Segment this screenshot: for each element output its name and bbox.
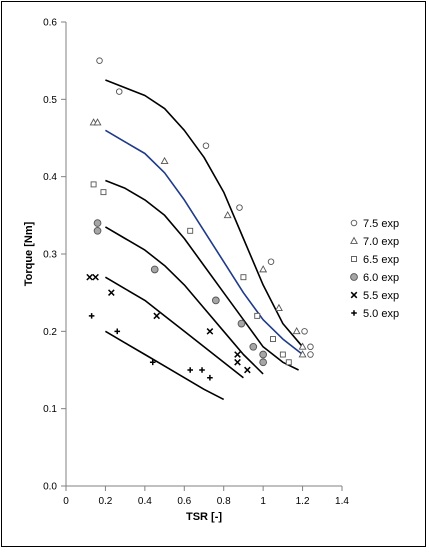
- data-point-series-0: [301, 328, 308, 335]
- data-point-series-1: [160, 156, 169, 165]
- x-tick-label: 0.2: [98, 496, 112, 507]
- model-curve-1: [104, 129, 304, 356]
- legend-label-1: 7.0 exp: [363, 236, 399, 248]
- data-point-series-1: [223, 211, 232, 219]
- data-point-series-3: [211, 296, 220, 305]
- model-curve-0: [105, 79, 304, 348]
- data-point-series-4: [92, 273, 99, 281]
- x-tick-label: 1.2: [296, 496, 310, 507]
- y-tick-label: 0.1: [43, 404, 57, 415]
- model-curve-2: [105, 179, 299, 371]
- legend-marker-2: [351, 256, 357, 262]
- legend-label-5: 5.0 exp: [363, 308, 399, 320]
- data-point-series-2: [240, 274, 247, 281]
- x-tick-label: 0: [63, 496, 69, 507]
- model-curve-3: [104, 226, 264, 375]
- data-point-series-5: [207, 374, 213, 381]
- data-point-series-0: [115, 88, 123, 95]
- torque-chart: 0 0.2 0.4 0.6 0.8 1 1.2 1.4 0.0 0.1 0.2 0.3 0.4 0.5 0.…: [23, 18, 399, 524]
- data-point-series-4: [108, 289, 115, 296]
- data-point-series-1: [93, 118, 102, 126]
- x-tick-label: 0.4: [138, 496, 152, 507]
- data-point-series-2: [285, 359, 292, 366]
- y-tick-label: 0.4: [43, 172, 57, 183]
- data-point-series-0: [267, 258, 275, 265]
- y-tick-label: 0.0: [43, 482, 57, 493]
- y-tick-label: 0.5: [43, 95, 57, 106]
- legend-label-4: 5.5 exp: [363, 290, 399, 302]
- data-point-series-5: [114, 328, 121, 335]
- data-point-series-3: [150, 265, 159, 274]
- data-point-series-1: [274, 303, 283, 311]
- data-point-series-5: [88, 313, 95, 319]
- data-point-series-4: [234, 351, 241, 358]
- x-tick-label: 1.4: [335, 496, 349, 507]
- data-point-series-4: [153, 312, 161, 320]
- data-point-series-2: [270, 336, 276, 343]
- data-point-series-2: [187, 227, 194, 234]
- x-axis-label: TSR [-]: [186, 511, 222, 523]
- data-point-series-3: [237, 319, 246, 328]
- data-point-series-1: [298, 342, 307, 350]
- legend-label-0: 7.5 exp: [363, 218, 399, 230]
- legend-marker-4: [350, 291, 358, 299]
- data-point-series-5: [187, 367, 193, 373]
- x-tick-label: 0.6: [177, 496, 191, 507]
- data-point-series-3: [259, 350, 267, 359]
- x-tick-label: 0.8: [217, 496, 231, 507]
- legend-marker-5: [351, 310, 357, 316]
- data-point-series-4: [86, 273, 93, 281]
- legend-label-3: 6.0 exp: [363, 272, 399, 284]
- data-point-series-0: [236, 204, 243, 211]
- legend-marker-1: [350, 236, 358, 244]
- data-point-series-5: [199, 367, 205, 373]
- legend-marker-0: [350, 219, 358, 227]
- data-point-series-3: [93, 219, 102, 227]
- data-point-series-0: [96, 57, 103, 64]
- y-tick-label: 0.3: [43, 250, 57, 261]
- data-point-series-2: [279, 351, 286, 358]
- model-curve-4: [104, 276, 244, 379]
- data-point-series-5: [149, 359, 156, 366]
- chart-frame: 0 0.2 0.4 0.6 0.8 1 1.2 1.4 0.0 0.1 0.2 0.3 0.4 0.5 0.…: [1, 1, 426, 547]
- data-point-series-0: [202, 142, 210, 149]
- legend-label-2: 6.5 exp: [363, 254, 399, 266]
- y-axis-label: Torque [Nm]: [23, 221, 35, 286]
- y-tick-label: 0.6: [43, 18, 57, 29]
- data-point-series-4: [206, 328, 214, 335]
- data-point-series-4: [234, 358, 241, 366]
- data-point-series-1: [259, 265, 268, 273]
- data-point-series-4: [244, 366, 251, 374]
- data-point-series-3: [93, 226, 102, 235]
- data-point-series-0: [307, 351, 314, 358]
- data-point-series-2: [90, 181, 97, 188]
- data-point-series-2: [254, 312, 261, 319]
- y-tick-label: 0.2: [43, 327, 57, 338]
- data-point-series-3: [249, 342, 258, 351]
- data-point-series-2: [100, 189, 107, 196]
- model-curve-5: [104, 330, 225, 401]
- data-point-series-1: [292, 327, 301, 335]
- data-point-series-3: [259, 358, 267, 367]
- x-tick-label: 1: [260, 496, 266, 507]
- legend-marker-3: [350, 273, 358, 281]
- data-point-series-0: [307, 343, 314, 351]
- data-point-series-1: [298, 350, 307, 358]
